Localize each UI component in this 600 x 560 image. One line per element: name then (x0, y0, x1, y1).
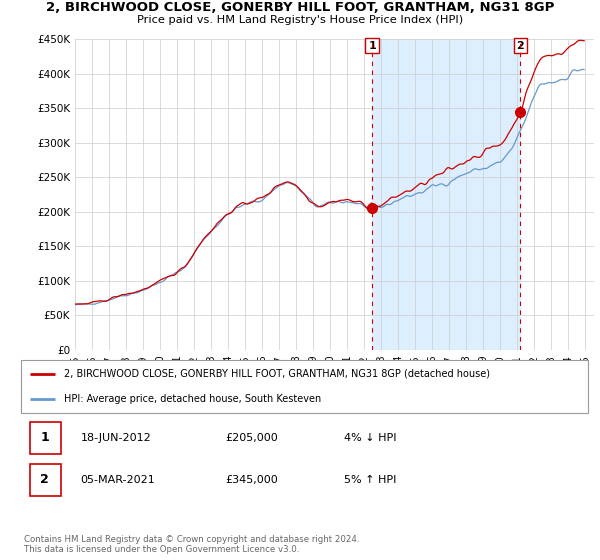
Text: 2, BIRCHWOOD CLOSE, GONERBY HILL FOOT, GRANTHAM, NG31 8GP (detached house): 2, BIRCHWOOD CLOSE, GONERBY HILL FOOT, G… (64, 369, 490, 379)
Text: £205,000: £205,000 (225, 433, 278, 443)
FancyBboxPatch shape (29, 422, 61, 454)
Text: 4% ↓ HPI: 4% ↓ HPI (344, 433, 397, 443)
Text: Price paid vs. HM Land Registry's House Price Index (HPI): Price paid vs. HM Land Registry's House … (137, 15, 463, 25)
Text: 5% ↑ HPI: 5% ↑ HPI (344, 475, 397, 485)
Text: 2: 2 (40, 473, 49, 487)
Text: 05-MAR-2021: 05-MAR-2021 (80, 475, 155, 485)
Text: £345,000: £345,000 (225, 475, 278, 485)
Text: HPI: Average price, detached house, South Kesteven: HPI: Average price, detached house, Sout… (64, 394, 321, 404)
FancyBboxPatch shape (29, 464, 61, 496)
Text: 2, BIRCHWOOD CLOSE, GONERBY HILL FOOT, GRANTHAM, NG31 8GP: 2, BIRCHWOOD CLOSE, GONERBY HILL FOOT, G… (46, 1, 554, 15)
Text: Contains HM Land Registry data © Crown copyright and database right 2024.
This d: Contains HM Land Registry data © Crown c… (24, 535, 359, 554)
Text: 2: 2 (517, 40, 524, 50)
Text: 18-JUN-2012: 18-JUN-2012 (80, 433, 151, 443)
Text: 1: 1 (40, 431, 49, 445)
Bar (372, 39, 520, 350)
Text: 1: 1 (368, 40, 376, 50)
